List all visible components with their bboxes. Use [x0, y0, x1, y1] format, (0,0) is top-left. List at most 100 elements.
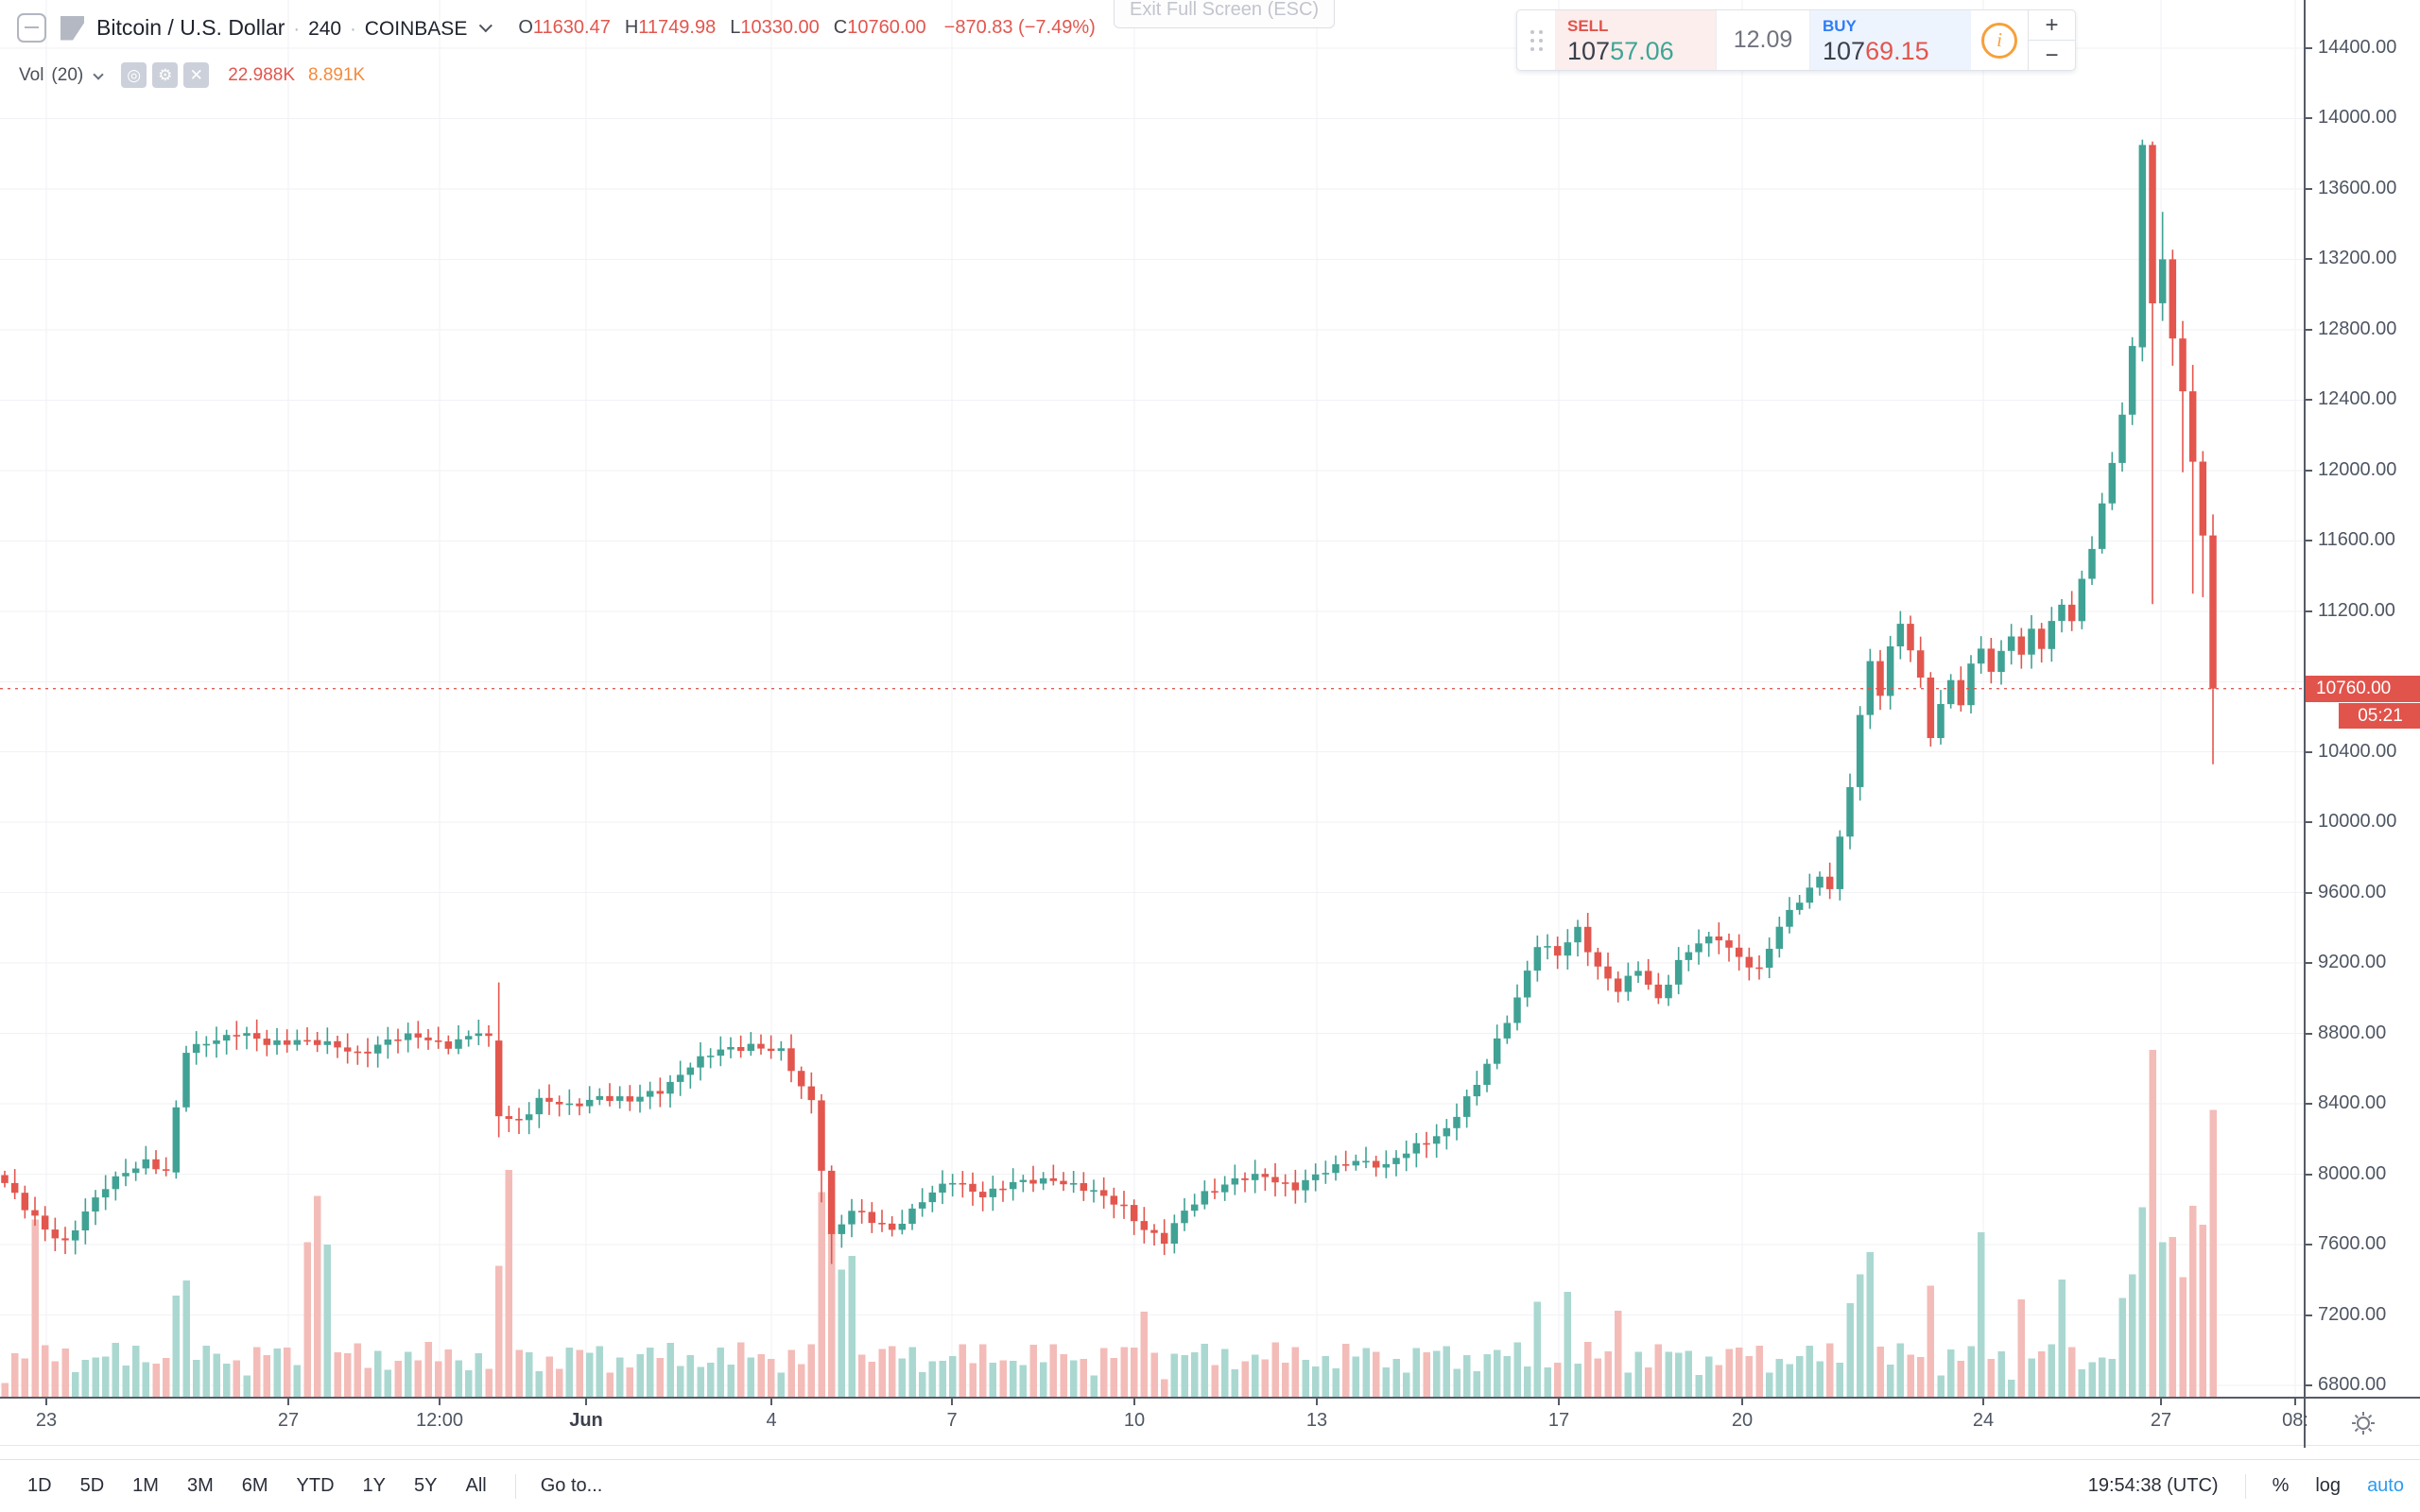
- range-button-1m[interactable]: 1M: [132, 1475, 159, 1496]
- time-axis[interactable]: 23 27 12:00 Jun 4 7 10 13 17 20 24 27 08:: [0, 1397, 2420, 1448]
- volume-bar: [1503, 1356, 1512, 1397]
- candle: [122, 1173, 130, 1177]
- chevron-down-icon[interactable]: [93, 68, 104, 80]
- price-axis[interactable]: 10760.00 05:21 14400.00 14000.00 13600.00 1…: [2304, 0, 2420, 1397]
- price-tick-label: 9600.00: [2318, 881, 2387, 902]
- range-button-3m[interactable]: 3M: [186, 1475, 214, 1496]
- candle: [626, 1096, 634, 1102]
- volume-bar: [1069, 1360, 1078, 1397]
- exit-fullscreen-button[interactable]: [17, 13, 46, 43]
- range-button-6m[interactable]: 6M: [241, 1475, 268, 1496]
- candle: [444, 1041, 453, 1049]
- volume-bar: [1704, 1356, 1713, 1397]
- candle: [2158, 259, 2167, 303]
- order-info-button[interactable]: i: [1971, 10, 2028, 70]
- goto-button[interactable]: Go to...: [540, 1475, 603, 1496]
- volume-bar: [1291, 1347, 1300, 1397]
- volume-bar: [1372, 1351, 1380, 1397]
- candle: [818, 1100, 825, 1171]
- candle: [1362, 1160, 1370, 1163]
- candle: [848, 1211, 856, 1225]
- time-tick-label: 4: [766, 1410, 777, 1431]
- candle: [1352, 1160, 1360, 1166]
- clock-utc-button[interactable]: 19:54:38 (UTC): [2087, 1475, 2219, 1496]
- candle: [1322, 1173, 1330, 1175]
- volume-bar: [1624, 1372, 1633, 1397]
- volume-bar: [1311, 1366, 1320, 1397]
- volume-bar: [1866, 1251, 1875, 1397]
- toolbar-divider: [514, 1473, 516, 1499]
- volume-bar: [1160, 1379, 1168, 1397]
- candlestick-chart[interactable]: [0, 0, 2304, 1397]
- volume-bar: [1987, 1358, 1996, 1397]
- volume-bar: [1080, 1359, 1088, 1397]
- drag-handle[interactable]: [1517, 10, 1555, 70]
- volume-bar: [1846, 1303, 1854, 1397]
- high-label: H: [624, 17, 639, 38]
- volume-bar: [1725, 1349, 1733, 1397]
- price-tick-label: 12800.00: [2318, 318, 2397, 339]
- auto-scale-button[interactable]: auto: [2367, 1475, 2404, 1496]
- candle: [908, 1208, 916, 1224]
- sell-price-digits: 57.06: [1610, 37, 1674, 65]
- candle: [233, 1035, 241, 1037]
- candle: [41, 1215, 49, 1230]
- range-button-1d[interactable]: 1D: [27, 1475, 52, 1496]
- percent-scale-button[interactable]: %: [2272, 1475, 2290, 1496]
- candle: [112, 1176, 120, 1190]
- quantity-decrease-button[interactable]: −: [2045, 42, 2059, 68]
- price-tick-label: 14400.00: [2318, 37, 2397, 58]
- volume-bar: [455, 1360, 462, 1397]
- volume-bar: [233, 1360, 241, 1397]
- range-button-5y[interactable]: 5Y: [414, 1475, 438, 1496]
- candle: [898, 1224, 907, 1230]
- sell-label: SELL: [1567, 17, 1609, 35]
- range-button-all[interactable]: All: [465, 1475, 487, 1496]
- volume-bar: [1977, 1231, 1985, 1397]
- volume-bar: [969, 1363, 977, 1397]
- volume-bar: [1967, 1346, 1975, 1397]
- volume-bar: [303, 1242, 311, 1397]
- volume-bar: [131, 1346, 140, 1397]
- volume-bar: [1271, 1342, 1279, 1397]
- candle: [525, 1114, 533, 1121]
- indicator-remove-icon[interactable]: ✕: [183, 62, 210, 88]
- candle: [152, 1159, 160, 1170]
- volume-bar: [525, 1352, 533, 1397]
- symbol-menu-button[interactable]: Bitcoin / U.S. Dollar · 240 · COINBASE: [96, 15, 493, 41]
- range-button-1y[interactable]: 1Y: [362, 1475, 387, 1496]
- candle: [354, 1051, 362, 1054]
- candle: [31, 1210, 39, 1216]
- candle: [1786, 909, 1793, 927]
- candle: [293, 1040, 302, 1045]
- candle: [1594, 952, 1602, 967]
- volume-bar: [1392, 1359, 1400, 1397]
- volume-bar: [1735, 1348, 1743, 1397]
- candle: [2017, 636, 2026, 655]
- indicator-name[interactable]: Vol: [19, 64, 44, 85]
- volume-bar: [1443, 1346, 1451, 1397]
- indicator-settings-icon[interactable]: ⚙: [152, 62, 179, 88]
- volume-bar: [767, 1359, 775, 1397]
- buy-button[interactable]: BUY 10769.15: [1810, 10, 1971, 70]
- candle: [989, 1188, 997, 1197]
- price-tick-label: 13600.00: [2318, 177, 2397, 198]
- range-button-ytd[interactable]: YTD: [296, 1475, 335, 1496]
- volume-bar: [172, 1296, 181, 1397]
- volume-bar: [101, 1356, 110, 1397]
- quantity-increase-button[interactable]: +: [2029, 10, 2075, 41]
- candle: [1604, 966, 1612, 979]
- log-scale-button[interactable]: log: [2315, 1475, 2342, 1496]
- candle: [2058, 604, 2066, 622]
- candle: [1806, 887, 1814, 903]
- range-button-5d[interactable]: 5D: [79, 1475, 105, 1496]
- volume-bar: [626, 1367, 634, 1397]
- sell-button[interactable]: SELL 10757.06: [1555, 10, 1716, 70]
- indicator-visibility-icon[interactable]: ◎: [121, 62, 147, 88]
- close-label: C: [833, 17, 848, 38]
- candle: [1453, 1116, 1461, 1128]
- time-tick-label: 12:00: [415, 1410, 464, 1431]
- candle: [1251, 1174, 1259, 1180]
- axis-settings-corner[interactable]: [2304, 1399, 2420, 1448]
- volume-bar: [908, 1347, 916, 1397]
